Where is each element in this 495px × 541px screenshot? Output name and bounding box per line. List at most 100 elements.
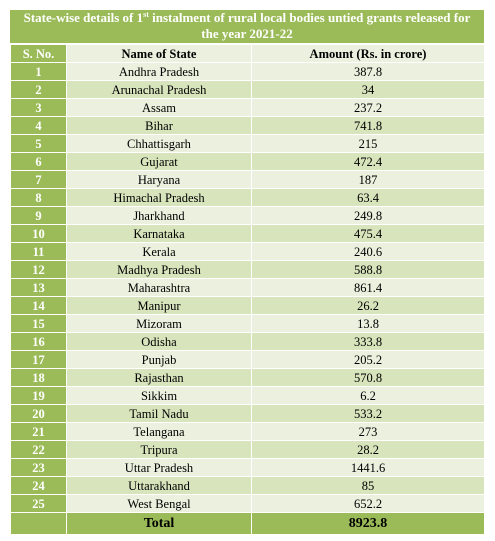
table-row: 6 Gujarat 472.4 [10,152,485,171]
amount-cell: 333.8 [251,332,485,351]
serial-number-cell: 14 [10,296,67,315]
amount-cell: 249.8 [251,206,485,225]
serial-number-cell: 15 [10,314,67,333]
serial-number-cell: 24 [10,476,67,495]
state-name-cell: Himachal Pradesh [66,188,252,207]
state-name-cell: Rajasthan [66,368,252,387]
state-name-cell: Uttarakhand [66,476,252,495]
header-row: S. No. Name of State Amount (Rs. in cror… [10,44,485,63]
serial-number-cell: 23 [10,458,67,477]
serial-number-cell: 12 [10,260,67,279]
table-row: 24 Uttarakhand 85 [10,476,485,495]
title-prefix: State-wise details of 1 [23,10,144,25]
serial-number-cell: 13 [10,278,67,297]
table-row: 13 Maharashtra 861.4 [10,278,485,297]
amount-cell: 570.8 [251,368,485,387]
serial-number-cell: 18 [10,368,67,387]
amount-cell: 63.4 [251,188,485,207]
amount-cell: 13.8 [251,314,485,333]
state-name-cell: Manipur [66,296,252,315]
serial-number-cell: 2 [10,80,67,99]
table-row: 22 Tripura 28.2 [10,440,485,459]
serial-number-cell: 20 [10,404,67,423]
table-row: 1 Andhra Pradesh 387.8 [10,62,485,81]
table-row: 23 Uttar Pradesh 1441.6 [10,458,485,477]
amount-cell: 237.2 [251,98,485,117]
state-name-cell: Mizoram [66,314,252,333]
state-name-cell: Uttar Pradesh [66,458,252,477]
serial-number-cell: 17 [10,350,67,369]
table-row: 4 Bihar 741.8 [10,116,485,135]
table-row: 14 Manipur 26.2 [10,296,485,315]
column-header-amount: Amount (Rs. in crore) [251,44,485,63]
serial-number-cell: 11 [10,242,67,261]
serial-number-cell: 9 [10,206,67,225]
amount-cell: 588.8 [251,260,485,279]
state-name-cell: Andhra Pradesh [66,62,252,81]
state-name-cell: Tamil Nadu [66,404,252,423]
amount-cell: 861.4 [251,278,485,297]
table-title: State-wise details of 1st instalment of … [10,10,484,44]
amount-cell: 475.4 [251,224,485,243]
serial-number-cell: 16 [10,332,67,351]
table-row: 12 Madhya Pradesh 588.8 [10,260,485,279]
serial-number-cell: 6 [10,152,67,171]
amount-cell: 205.2 [251,350,485,369]
amount-cell: 1441.6 [251,458,485,477]
amount-cell: 472.4 [251,152,485,171]
state-name-cell: Odisha [66,332,252,351]
state-name-cell: Telangana [66,422,252,441]
table-row: 19 Sikkim 6.2 [10,386,485,405]
amount-cell: 652.2 [251,494,485,513]
serial-number-cell: 4 [10,116,67,135]
serial-number-cell: 7 [10,170,67,189]
serial-number-cell: 5 [10,134,67,153]
amount-cell: 187 [251,170,485,189]
state-name-cell: Tripura [66,440,252,459]
table-row: 7 Haryana 187 [10,170,485,189]
table-body: 1 Andhra Pradesh 387.8 2 Arunachal Pradesh 34… [10,62,485,513]
table-row: 17 Punjab 205.2 [10,350,485,369]
serial-number-cell: 3 [10,98,67,117]
state-name-cell: Haryana [66,170,252,189]
table-row: 21 Telangana 273 [10,422,485,441]
table-row: 18 Rajasthan 570.8 [10,368,485,387]
state-name-cell: Punjab [66,350,252,369]
state-name-cell: West Bengal [66,494,252,513]
serial-number-cell: 22 [10,440,67,459]
serial-number-cell: 10 [10,224,67,243]
amount-cell: 215 [251,134,485,153]
column-header-state: Name of State [66,44,252,63]
serial-number-cell: 1 [10,62,67,81]
serial-number-cell: 21 [10,422,67,441]
table-row: 3 Assam 237.2 [10,98,485,117]
grants-table-container: State-wise details of 1st instalment of … [10,10,485,535]
table-row: 10 Karnataka 475.4 [10,224,485,243]
state-name-cell: Karnataka [66,224,252,243]
table-row: 25 West Bengal 652.2 [10,494,485,513]
table-row: 5 Chhattisgarh 215 [10,134,485,153]
title-superscript: st [143,10,149,19]
table-row: 20 Tamil Nadu 533.2 [10,404,485,423]
amount-cell: 85 [251,476,485,495]
table-row: 15 Mizoram 13.8 [10,314,485,333]
state-name-cell: Maharashtra [66,278,252,297]
state-name-cell: Kerala [66,242,252,261]
serial-number-cell: 19 [10,386,67,405]
amount-cell: 387.8 [251,62,485,81]
amount-cell: 533.2 [251,404,485,423]
state-name-cell: Jharkhand [66,206,252,225]
amount-cell: 28.2 [251,440,485,459]
amount-cell: 26.2 [251,296,485,315]
table-row: 2 Arunachal Pradesh 34 [10,80,485,99]
state-name-cell: Madhya Pradesh [66,260,252,279]
table-row: 16 Odisha 333.8 [10,332,485,351]
state-name-cell: Chhattisgarh [66,134,252,153]
state-name-cell: Gujarat [66,152,252,171]
serial-number-cell: 25 [10,494,67,513]
state-name-cell: Assam [66,98,252,117]
total-sno-cell [10,512,67,535]
serial-number-cell: 8 [10,188,67,207]
table-row: 9 Jharkhand 249.8 [10,206,485,225]
grants-table: S. No. Name of State Amount (Rs. in cror… [10,44,485,535]
